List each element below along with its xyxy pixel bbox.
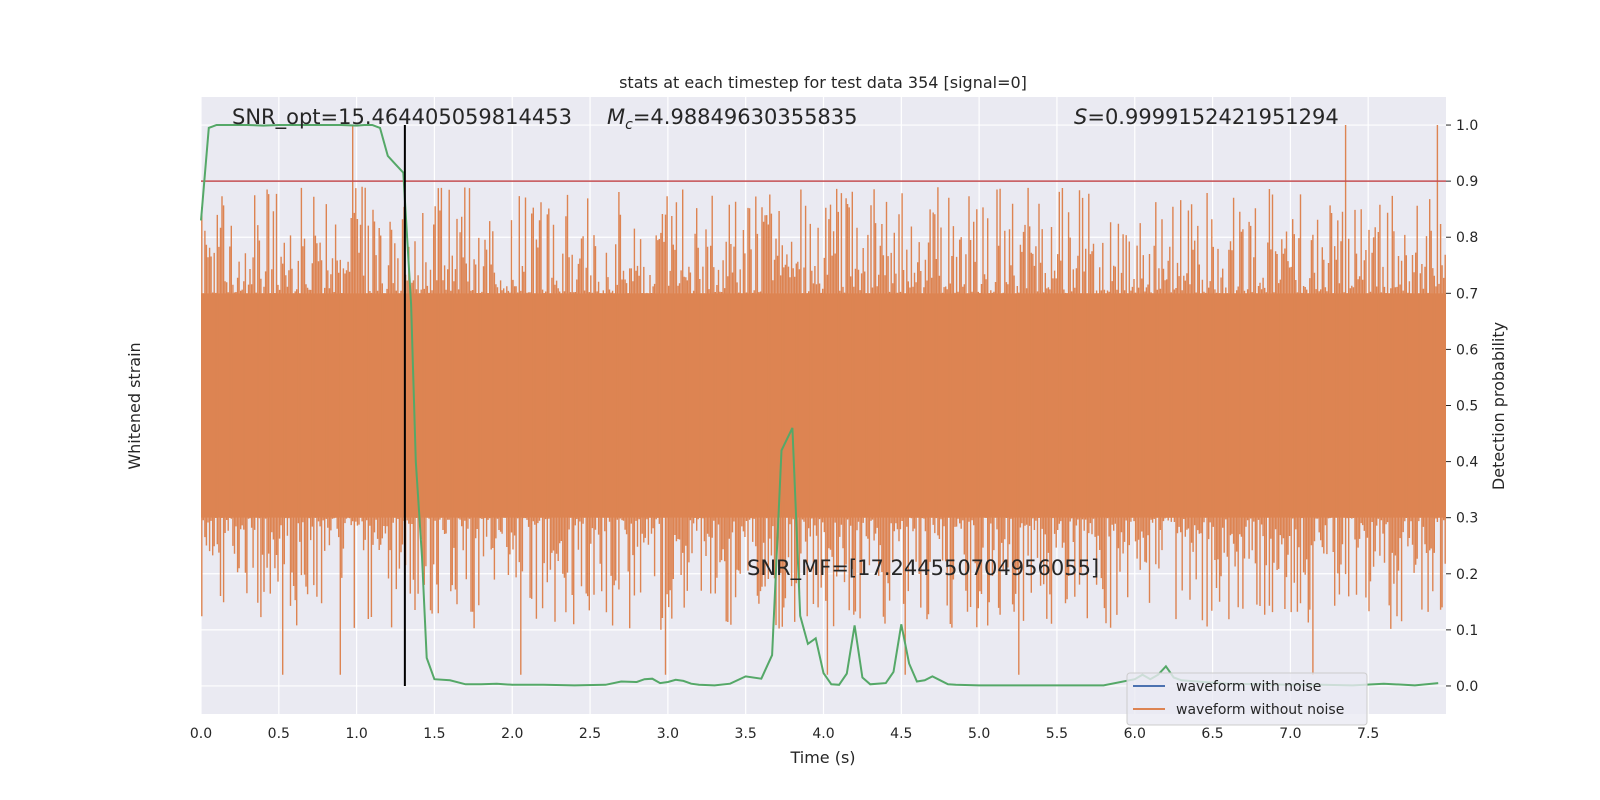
legend-box xyxy=(1126,672,1368,726)
legend-label-noise: waveform with noise xyxy=(1176,679,1321,695)
x-tick-label: 3.0 xyxy=(657,726,679,742)
x-axis-ticks: 0.0 0.5 1.0 1.5 2.0 2.5 3.0 3.5 4.0 4.5 5.0 5.5 6.0 6… xyxy=(190,726,1379,742)
right-axis-label: Detection probability xyxy=(1489,322,1508,490)
legend: waveform with noise waveform without noi… xyxy=(1126,672,1368,726)
snr-mf-annotation: SNR_MF=[17.244550704956055] xyxy=(747,556,1099,581)
clean-waveform-series xyxy=(201,125,1446,675)
right-tick-label: 0.1 xyxy=(1456,623,1478,639)
right-tick-label: 0.0 xyxy=(1456,679,1478,695)
x-tick-label: 6.0 xyxy=(1124,726,1146,742)
x-tick-label: 1.5 xyxy=(423,726,445,742)
x-tick-label: 4.0 xyxy=(812,726,834,742)
right-tick-label: 0.8 xyxy=(1456,230,1478,246)
score-value: =0.9999152421951294 xyxy=(1087,105,1338,129)
right-tick-label: 0.5 xyxy=(1456,399,1478,415)
left-axis-label: Whitened strain xyxy=(125,342,144,469)
right-tick-label: 0.6 xyxy=(1456,342,1478,358)
x-tick-label: 2.0 xyxy=(501,726,523,742)
x-tick-label: 4.5 xyxy=(890,726,912,742)
chirp-mass-annotation: Mc=4.98849630355835 xyxy=(607,105,858,133)
right-tick-label: 0.2 xyxy=(1456,567,1478,583)
chirp-mass-subscript: c xyxy=(625,117,633,133)
x-tick-label: 1.0 xyxy=(345,726,367,742)
legend-label-clean: waveform without noise xyxy=(1176,702,1344,718)
chirp-mass-value: =4.98849630355835 xyxy=(633,105,858,129)
snr-opt-annotation: SNR_opt=15.464405059814453 xyxy=(232,105,572,130)
right-tick-label: 0.9 xyxy=(1456,174,1478,190)
x-tick-label: 5.5 xyxy=(1046,726,1068,742)
x-tick-label: 7.5 xyxy=(1357,726,1379,742)
right-tick-label: 0.4 xyxy=(1456,455,1478,471)
score-annotation: S=0.9999152421951294 xyxy=(1074,105,1339,129)
chirp-mass-symbol: M xyxy=(607,105,625,129)
right-tick-label: 0.7 xyxy=(1456,286,1478,302)
x-axis-label: Time (s) xyxy=(789,748,855,767)
clean-waveform-trace xyxy=(201,125,1446,675)
x-tick-label: 0.5 xyxy=(268,726,290,742)
right-tick-label: 1.0 xyxy=(1456,118,1478,134)
x-tick-label: 2.5 xyxy=(579,726,601,742)
x-tick-label: 5.0 xyxy=(968,726,990,742)
right-tick-label: 0.3 xyxy=(1456,511,1478,527)
score-symbol: S xyxy=(1074,105,1087,129)
chart-title: stats at each timestep for test data 354… xyxy=(619,73,1027,92)
x-tick-label: 0.0 xyxy=(190,726,212,742)
clean-waveform-band xyxy=(201,293,1446,518)
x-tick-label: 6.5 xyxy=(1201,726,1223,742)
x-tick-label: 7.0 xyxy=(1279,726,1301,742)
x-tick-label: 3.5 xyxy=(735,726,757,742)
right-axis-ticks: 0.0 0.1 0.2 0.3 0.4 0.5 0.6 0.7 0.8 0.9 1.0 xyxy=(1446,118,1478,695)
